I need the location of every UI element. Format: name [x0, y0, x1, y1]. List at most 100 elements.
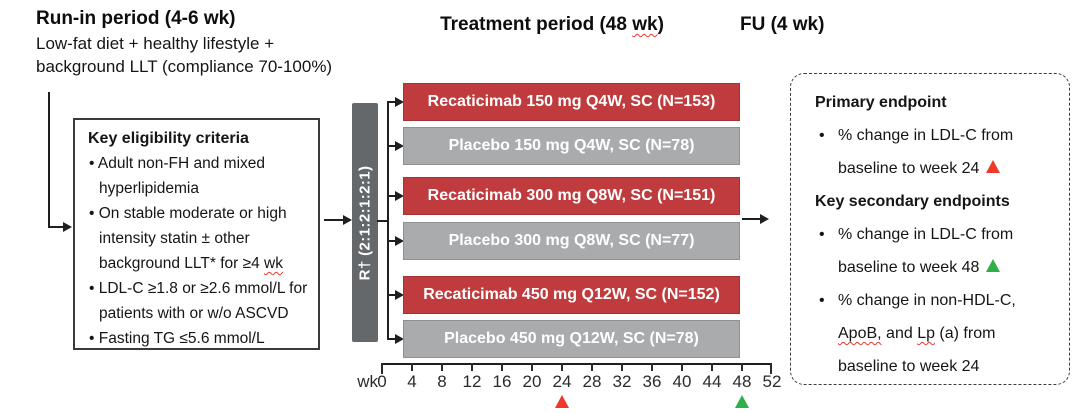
axis-tick-label: 28: [582, 372, 602, 391]
axis-tick: [561, 363, 563, 371]
endpoint-line-text: (a) from: [934, 325, 996, 342]
arm-bar-placebo-150: Placebo 150 mg Q4W, SC (N=78): [403, 127, 740, 165]
primary-endpoint-title: Primary endpoint: [815, 94, 947, 111]
green-triangle-icon: [986, 259, 1001, 272]
axis-tick: [621, 363, 623, 371]
axis-tick-label: 40: [672, 372, 692, 391]
branch-arrowhead-icon: [395, 236, 404, 246]
endpoint-line-text: % change in LDL-C from: [838, 127, 1014, 144]
week24-red-triangle-icon: [555, 395, 569, 408]
endpoint-line: baseline to week 24: [838, 160, 1001, 178]
bullet-icon: •: [819, 292, 825, 309]
axis-tick-label: 48: [732, 372, 752, 391]
eligibility-wk-word: wk: [264, 255, 283, 272]
follow-up-title: FU (4 wk): [740, 14, 825, 35]
branch-arrowhead-icon: [395, 191, 404, 201]
treatment-period-title: Treatment period (48 wk): [402, 14, 702, 36]
eligibility-to-randomization-arrowhead-icon: [343, 215, 352, 225]
branch-line-5: [387, 294, 396, 296]
branch-line-6: [387, 338, 396, 340]
eligibility-line: patients with or w/o ASCVD: [99, 305, 289, 322]
eligibility-line: • On stable moderate or high: [89, 205, 287, 222]
axis-tick: [441, 363, 443, 371]
endpoint-line: ApoB, and Lp (a) from: [838, 325, 995, 343]
endpoint-line: baseline to week 48: [838, 259, 1001, 277]
arm-bar-recaticimab-450: Recaticimab 450 mg Q12W, SC (N=152): [403, 276, 740, 314]
secondary-endpoints-title: Key secondary endpoints: [815, 193, 1010, 210]
eligibility-line: • Fasting TG ≤5.6 mmol/L: [89, 330, 265, 347]
eligibility-line: intensity statin ± other: [99, 230, 250, 247]
endpoint-line-text: baseline to week 24: [838, 358, 980, 375]
axis-tick-label: 0: [377, 372, 387, 391]
eligibility-title: Key eligibility criteria: [88, 130, 249, 147]
endpoint-apob-word: ApoB,: [838, 325, 882, 342]
endpoint-line: % change in non-HDL-C,: [838, 292, 1016, 310]
eligibility-line-text: background LLT* for ≥4: [99, 255, 265, 272]
axis-tick: [711, 363, 713, 371]
axis-tick: [741, 363, 743, 371]
endpoint-line-text: % change in LDL-C from: [838, 226, 1014, 243]
endpoint-line-text: and: [881, 325, 918, 342]
eligibility-criteria-box: Key eligibility criteria • Adult non-FH …: [73, 118, 320, 350]
axis-tick-label: 16: [492, 372, 512, 391]
week48-green-triangle-icon: [735, 395, 749, 408]
axis-tick-label: 52: [762, 372, 782, 391]
axis-tick: [591, 363, 593, 371]
arm-label: Recaticimab 150 mg Q4W, SC (N=153): [427, 93, 716, 110]
branch-arrowhead-icon: [395, 334, 404, 344]
week-axis-line: [381, 363, 772, 365]
arm-label: Placebo 450 mg Q12W, SC (N=78): [444, 330, 699, 347]
axis-tick-label: 4: [407, 372, 417, 391]
axis-tick-label: 20: [522, 372, 542, 391]
randomization-box: R† (2:1:2:1:2:1): [352, 103, 378, 342]
arm-bar-recaticimab-300: Recaticimab 300 mg Q8W, SC (N=151): [403, 177, 740, 215]
endpoint-line: % change in LDL-C from: [838, 226, 1013, 244]
axis-end-tick: [770, 363, 772, 374]
axis-tick: [471, 363, 473, 371]
arm-label: Recaticimab 300 mg Q8W, SC (N=151): [427, 187, 716, 204]
axis-tick-label: 8: [437, 372, 447, 391]
fu-arrow-line: [742, 218, 761, 220]
endpoint-line-text: baseline to week 24: [838, 160, 980, 177]
branch-line-3: [387, 195, 396, 197]
endpoint-line: baseline to week 24: [838, 358, 979, 376]
axis-tick: [531, 363, 533, 371]
eligibility-to-randomization-line: [324, 219, 344, 221]
branch-line-2: [387, 145, 396, 147]
endpoint-line-text: % change in non-HDL-C,: [838, 292, 1016, 309]
arm-label: Placebo 300 mg Q8W, SC (N=77): [448, 232, 695, 249]
treatment-title-text: Treatment period (48: [440, 14, 633, 35]
arm-bar-recaticimab-150: Recaticimab 150 mg Q4W, SC (N=153): [403, 83, 740, 121]
arm-bar-placebo-450: Placebo 450 mg Q12W, SC (N=78): [403, 320, 740, 358]
run-in-subtitle-line1: Low-fat diet + healthy lifestyle +: [36, 34, 275, 53]
axis-end-tick: [381, 363, 383, 374]
eligibility-line: hyperlipidemia: [99, 180, 199, 197]
bullet-icon: •: [819, 127, 825, 144]
axis-tick: [501, 363, 503, 371]
run-in-connector-vertical-line: [48, 92, 50, 228]
run-in-connector-horizontal-line: [48, 226, 64, 228]
endpoint-line-text: baseline to week 48: [838, 259, 980, 276]
eligibility-line: • LDL-C ≥1.8 or ≥2.6 mmol/L for: [89, 280, 308, 297]
fu-arrowhead-icon: [760, 214, 769, 224]
branch-arrowhead-icon: [395, 290, 404, 300]
randomization-to-trunk-line: [377, 220, 388, 222]
bullet-icon: •: [819, 226, 825, 243]
treatment-title-close: ): [657, 14, 664, 35]
red-triangle-icon: [986, 160, 1001, 173]
axis-tick-label: 44: [702, 372, 722, 391]
eligibility-line: • Adult non-FH and mixed: [89, 155, 266, 172]
endpoint-lp-word: Lp: [917, 325, 935, 342]
arm-bar-placebo-300: Placebo 300 mg Q8W, SC (N=77): [403, 222, 740, 260]
axis-tick-label: 24: [552, 372, 572, 391]
branch-arrowhead-icon: [395, 141, 404, 151]
axis-tick-label: 12: [462, 372, 482, 391]
endpoints-box: Primary endpoint • % change in LDL-C fro…: [790, 73, 1070, 385]
treatment-title-wk: wk: [632, 14, 658, 35]
axis-unit-label: wk: [357, 372, 378, 391]
axis-tick-label: 36: [642, 372, 662, 391]
axis-tick-label: 32: [612, 372, 632, 391]
endpoint-line: % change in LDL-C from: [838, 127, 1013, 145]
randomization-label: R† (2:1:2:1:2:1): [356, 165, 374, 280]
